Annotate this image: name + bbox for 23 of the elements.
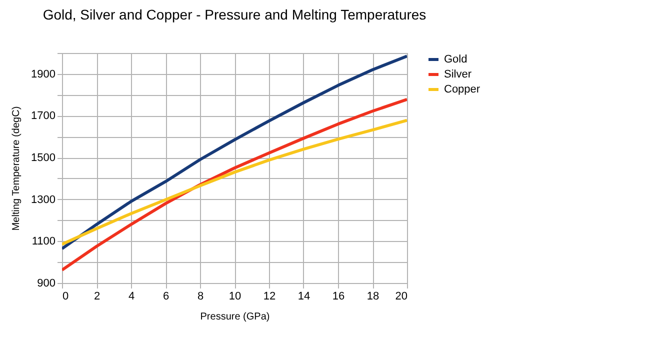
x-tick-label: 12 xyxy=(263,290,276,302)
legend-label: Copper xyxy=(444,84,480,96)
chart-title: Gold, Silver and Copper - Pressure and Melting Temperatures xyxy=(42,6,426,22)
x-tick-label: 16 xyxy=(332,290,345,302)
x-tick-label: 10 xyxy=(228,290,242,302)
x-tick-label: 2 xyxy=(94,290,100,302)
x-tick-label: 20 xyxy=(395,290,408,302)
x-tick-label: 4 xyxy=(128,290,135,302)
y-tick-label: 1900 xyxy=(31,68,56,80)
y-tick-label: 1300 xyxy=(31,194,56,206)
x-axis-title: Pressure (GPa) xyxy=(200,312,270,322)
x-tick-label: 0 xyxy=(62,290,69,302)
y-axis-title: Melting Temperature (degC) xyxy=(11,106,22,231)
x-tick-label: 6 xyxy=(162,290,170,302)
x-tick-label: 14 xyxy=(298,290,310,302)
x-tick-label: 8 xyxy=(197,290,204,302)
y-tick-label: 900 xyxy=(37,278,56,290)
x-tick-label: 18 xyxy=(366,290,380,302)
y-tick-label: 1500 xyxy=(31,152,56,164)
y-tick-label: 1700 xyxy=(31,110,56,122)
legend-label: Silver xyxy=(444,68,472,80)
legend-label: Gold xyxy=(444,54,468,66)
y-tick-label: 1100 xyxy=(32,236,56,248)
